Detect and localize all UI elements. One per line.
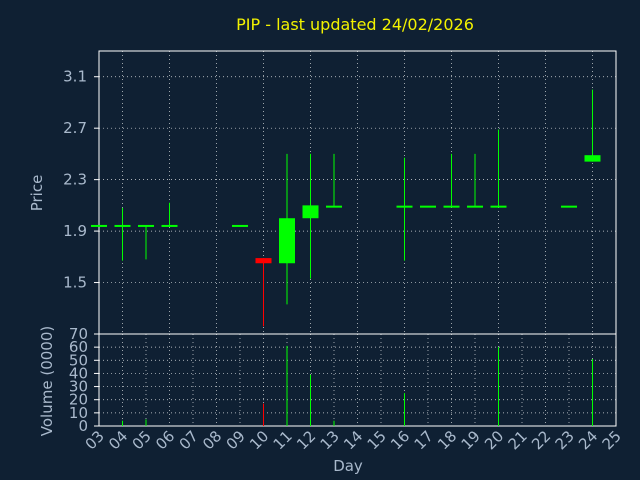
price-tick-label: 3.1: [63, 68, 87, 86]
volume-bars: [122, 345, 593, 426]
candle-body: [161, 224, 178, 227]
candle-body: [467, 205, 483, 208]
x-tick-label: 15: [364, 427, 390, 453]
candle-body: [91, 224, 107, 227]
volume-tick-label: 50: [69, 351, 88, 369]
candle-body: [584, 155, 601, 162]
x-tick-label: 13: [317, 427, 343, 453]
volume-axis-label: Volume (0000): [38, 326, 56, 436]
price-axis-ticks: 1.5 1.9 2.3 2.7 3.1: [63, 68, 99, 292]
candle-body: [138, 224, 154, 227]
candle-body: [232, 224, 248, 227]
candle-body: [302, 205, 319, 219]
price-axis-label: Price: [28, 175, 46, 212]
candle-body: [114, 224, 131, 227]
volume-tick-label: 60: [69, 338, 88, 356]
x-tick-label: 10: [246, 427, 272, 453]
candle-body: [490, 205, 507, 208]
x-axis-ticks: 0304050607080910111213141516171819202122…: [82, 427, 625, 453]
volume-tick-label: 70: [69, 325, 88, 343]
x-tick-label: 04: [105, 427, 131, 453]
price-panel: [98, 50, 617, 335]
x-tick-label: 21: [505, 427, 531, 453]
x-tick-label: 19: [458, 427, 484, 453]
x-tick-label: 06: [152, 427, 178, 453]
volume-panel: [98, 333, 617, 427]
x-axis-label: Day: [333, 457, 363, 475]
volume-tick-label: 20: [69, 391, 88, 409]
x-tick-label: 09: [223, 427, 249, 453]
candle-body: [255, 258, 272, 264]
x-tick-label: 22: [528, 427, 554, 453]
chart-title: PIP - last updated 24/02/2026: [236, 15, 474, 34]
x-tick-label: 11: [270, 427, 296, 453]
x-tick-label: 12: [293, 427, 319, 453]
volume-tick-label: 0: [78, 417, 88, 435]
x-tick-label: 14: [340, 427, 366, 453]
candle-body: [279, 218, 295, 264]
candle-body: [561, 205, 577, 208]
x-tick-label: 23: [552, 427, 578, 453]
x-tick-label: 20: [481, 427, 507, 453]
candle-body: [326, 205, 342, 208]
x-tick-label: 17: [411, 427, 437, 453]
volume-tick-label: 40: [69, 364, 88, 382]
x-tick-label: 24: [575, 427, 601, 453]
volume-tick-label: 10: [69, 404, 88, 422]
candle-body: [443, 205, 460, 208]
candle-body: [396, 205, 413, 208]
x-tick-label: 05: [129, 427, 155, 453]
x-tick-label: 07: [176, 427, 202, 453]
price-tick-label: 1.5: [63, 274, 87, 292]
price-tick-label: 1.9: [63, 222, 87, 240]
volume-tick-label: 30: [69, 378, 88, 396]
x-tick-label: 08: [199, 427, 225, 453]
x-tick-label: 18: [434, 427, 460, 453]
candles: [91, 89, 601, 327]
price-tick-label: 2.3: [63, 171, 87, 189]
candle-body: [420, 205, 436, 208]
price-tick-label: 2.7: [63, 119, 87, 137]
x-tick-label: 16: [387, 427, 413, 453]
x-tick-label: 25: [599, 427, 625, 453]
